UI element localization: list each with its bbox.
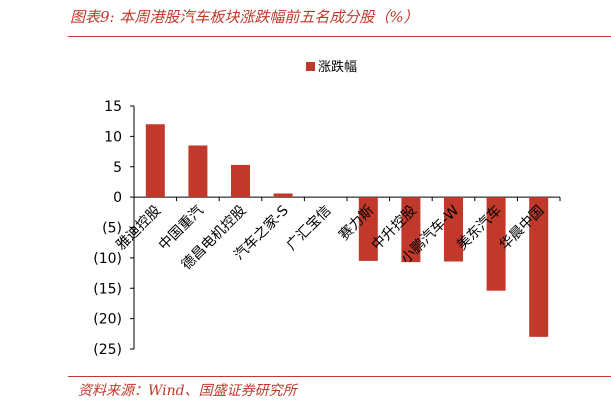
y-tick-label: (15) [93,281,122,297]
y-tick-label: 5 [113,160,122,176]
source-rule [68,376,611,377]
x-tick-label: 广汇宝信 [284,203,335,254]
legend-swatch [306,62,315,71]
y-tick-label: (25) [93,342,122,358]
bar [529,197,549,337]
bar [273,193,293,198]
figure-title: 图表9: 本周港股汽车板块涨跌幅前五名成分股（%） [70,8,419,26]
source-note: 资料来源：Wind、国盛证券研究所 [78,383,297,399]
y-tick-label: 15 [104,99,122,115]
title-rule [68,36,611,37]
bar [486,197,506,291]
bar [231,164,250,198]
y-tick-label: (5) [102,221,122,237]
chart-axes: 15 10 5 0 (5) (10) (15) (20) (25) [93,99,561,358]
y-tick-label: (20) [93,312,122,328]
y-tick-label: 10 [104,129,122,145]
bar [145,124,165,198]
y-tick-label: (10) [93,251,122,267]
chart-bars [145,124,549,337]
legend-label: 涨跌幅 [318,59,357,75]
bar [401,197,421,263]
bar [358,197,378,261]
bar [188,145,208,198]
y-tick-label: 0 [113,190,122,206]
bar [444,197,463,262]
chart-legend: 涨跌幅 [306,59,357,75]
